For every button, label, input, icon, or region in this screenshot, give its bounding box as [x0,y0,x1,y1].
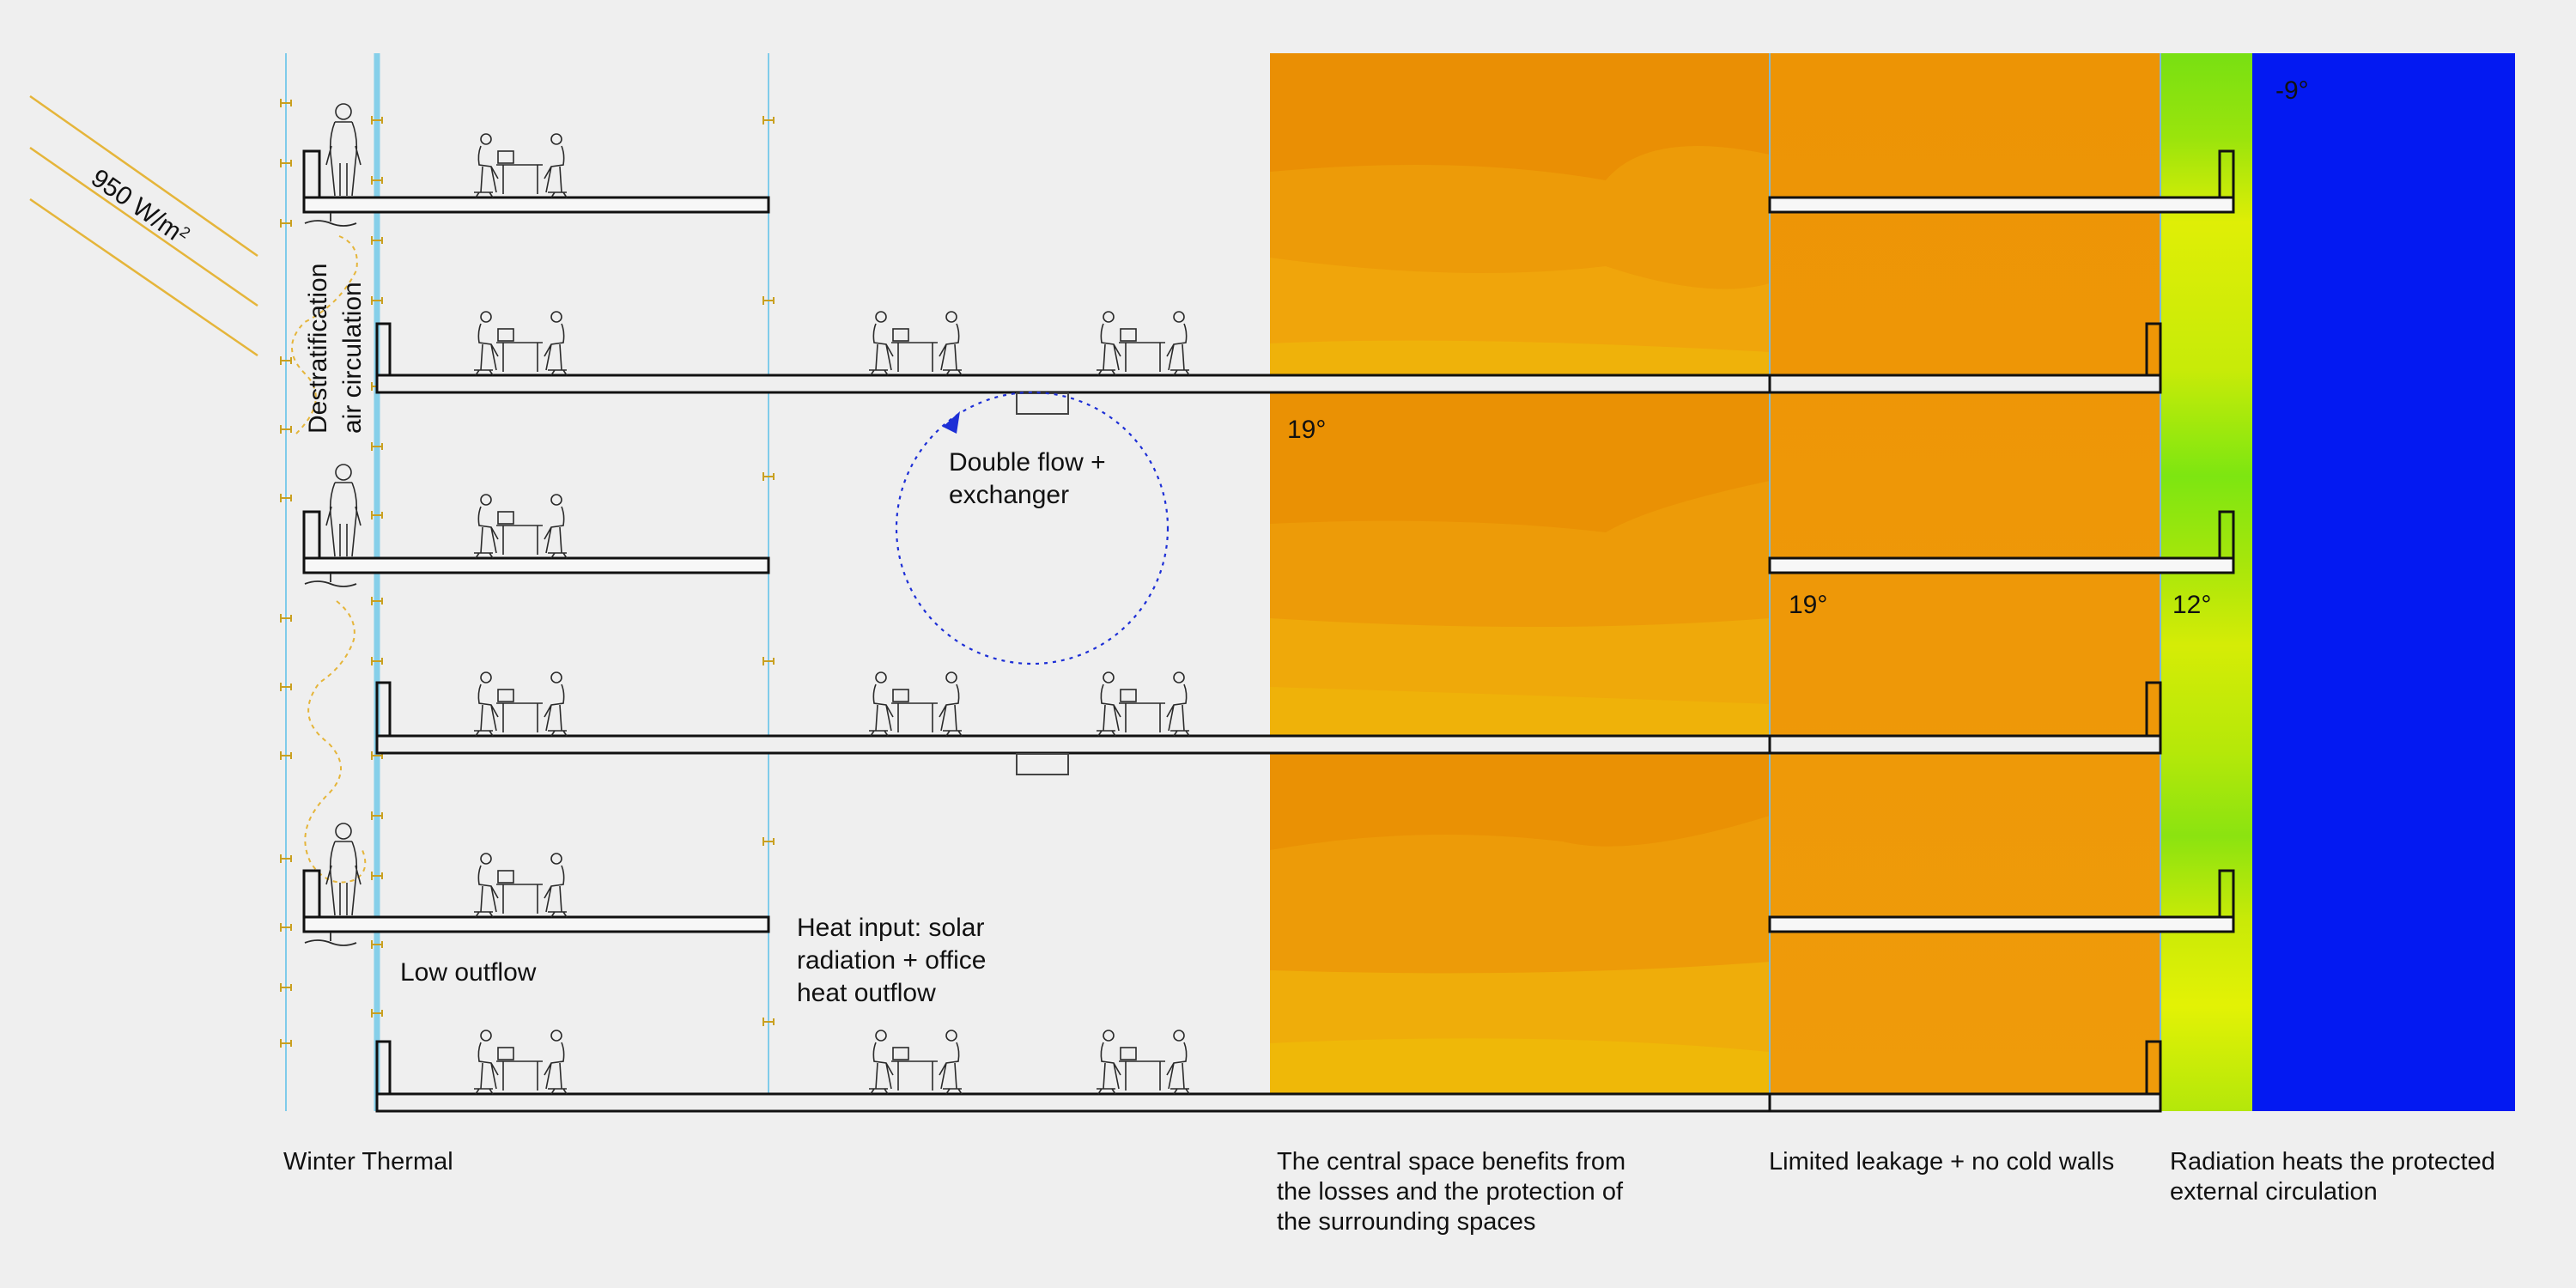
low-outflow-label: Low outflow [400,958,537,987]
exchanger-unit [1016,753,1069,775]
mezzanine-slab [1768,915,2235,933]
destratification-label: Destratification air circulation [304,256,367,434]
sun-ray-icon [29,197,258,357]
perimeter-caption: Limited leakage + no cold walls [1769,1148,2114,1176]
floor-slabs [302,149,2235,1113]
sun-ray-icon [29,94,258,258]
circulation-caption: Radiation heats the protected external c… [2170,1148,2502,1206]
floor-slab [375,374,2162,394]
central-temperature: 19° [1287,416,1326,444]
diagram-title: Winter Thermal [283,1148,453,1176]
sun-ray-icon [29,146,258,307]
perimeter-temperature: 19° [1789,591,1827,619]
ground-slab [375,1092,2162,1113]
central-space-heatmap [1270,53,1770,1094]
circulation-temperature: 12° [2172,591,2211,619]
parapet [302,149,321,197]
exchanger-unit [1016,392,1069,415]
floor-slab [375,734,2162,755]
destratification-airflow-path [291,235,367,884]
airflow-arrow-icon [943,411,960,434]
outdoor-cold-zone [2252,53,2515,1111]
mezzanine-slab [302,196,770,214]
outdoor-temperature: -9° [2275,76,2309,105]
external-circulation-zone [2160,53,2252,1111]
mezzanine-slab [1768,556,2235,574]
double-flow-exchanger-loop [895,391,1170,665]
mezzanine-slab [1768,196,2235,214]
double-flow-label: Double flow + exchanger [949,448,1113,509]
heat-input-label: Heat input: solar radiation + office hea… [797,914,993,1007]
solar-rays [29,94,258,357]
central-caption: The central space benefits from the loss… [1277,1148,1632,1236]
mezzanine-slab [302,915,770,933]
mezzanine-slab [302,556,770,574]
